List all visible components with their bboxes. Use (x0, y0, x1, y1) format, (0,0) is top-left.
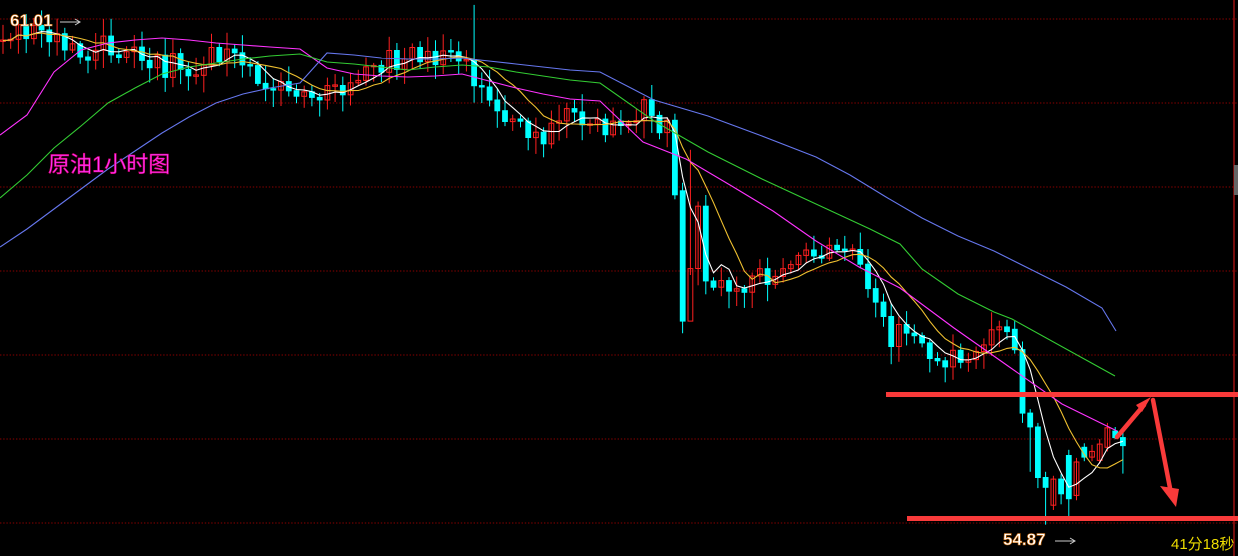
svg-text:54.87: 54.87 (1003, 530, 1046, 549)
svg-text:61.01: 61.01 (10, 11, 53, 30)
svg-text:原油1小时图: 原油1小时图 (48, 152, 170, 177)
svg-text:41分18秒: 41分18秒 (1171, 536, 1234, 553)
